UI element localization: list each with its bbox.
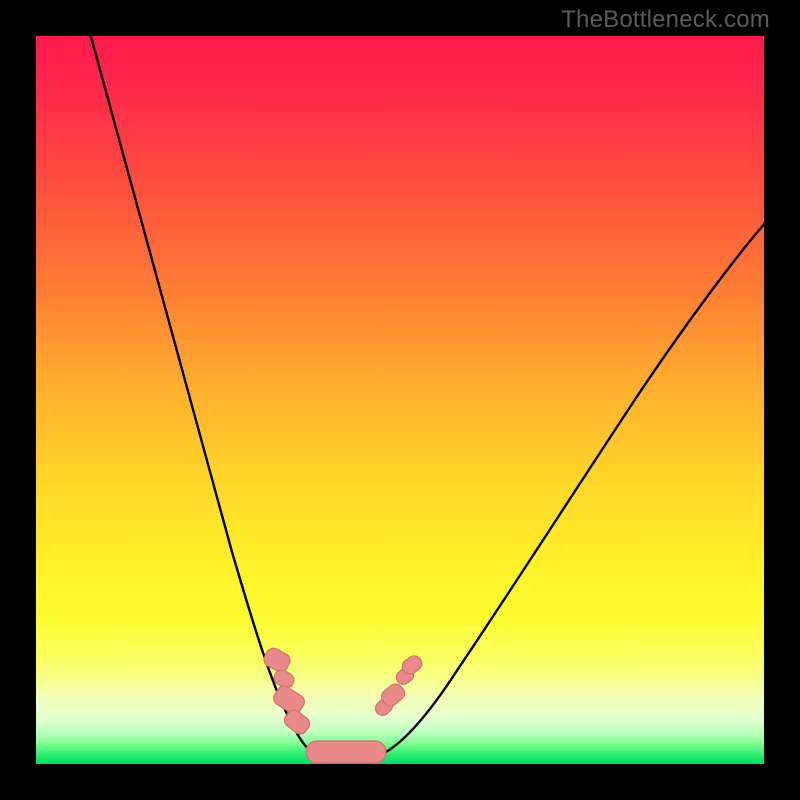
- watermark-text: TheBottleneck.com: [561, 6, 770, 34]
- chart-root: TheBottleneck.com: [0, 0, 800, 800]
- curve-overlay: [0, 0, 800, 800]
- data-markers: [262, 646, 425, 763]
- marker-left-0: [262, 646, 293, 675]
- bottleneck-curve: [88, 26, 766, 761]
- marker-bottom-bar: [306, 741, 386, 763]
